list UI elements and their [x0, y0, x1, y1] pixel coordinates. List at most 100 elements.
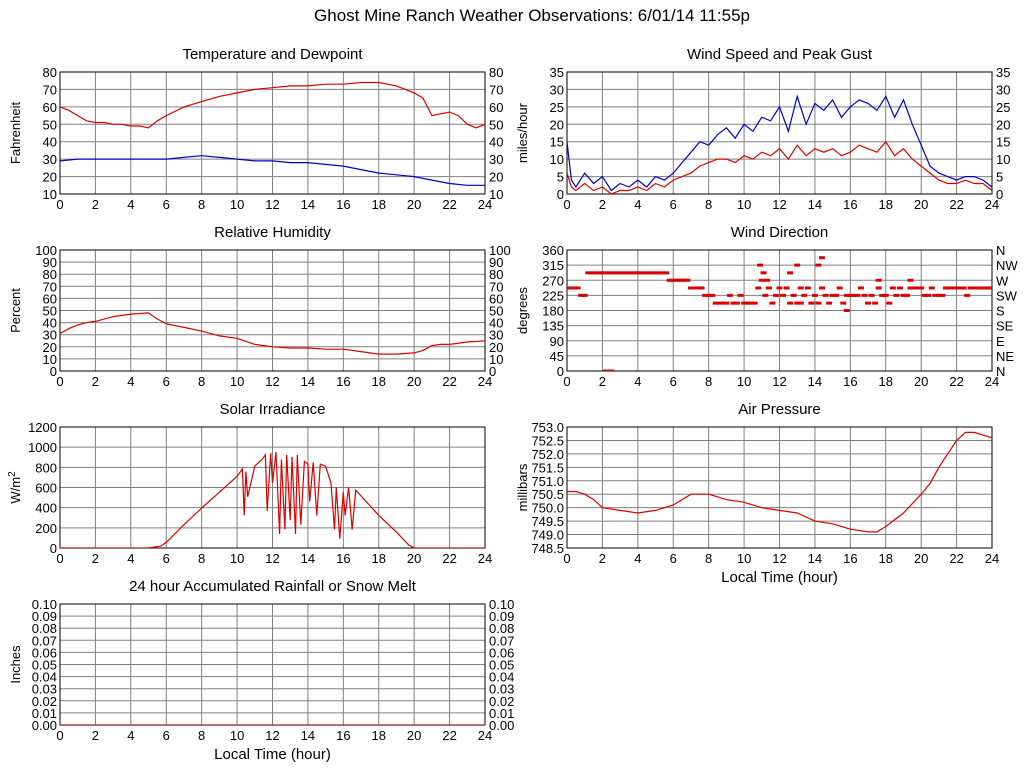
wind-direction-series-0 [567, 256, 992, 371]
wind-direction-point [875, 278, 882, 282]
wind-direction-point [783, 286, 790, 290]
wind-direction-point [787, 301, 794, 305]
pressure-y-tick-label: 752.5 [531, 433, 564, 448]
wind-direction-point [971, 286, 978, 290]
wind-direction-point [953, 286, 960, 290]
pressure-x-tick-label: 0 [563, 551, 570, 566]
wind-direction-point [811, 293, 818, 297]
wind-direction-point [950, 286, 957, 290]
rainfall-right-tick-label: 0.01 [489, 706, 514, 721]
wind-direction-point [886, 301, 893, 305]
wind-direction-point [921, 293, 928, 297]
wind-direction-point [889, 286, 896, 290]
wind-direction-point [907, 286, 914, 290]
temperature-x-tick-label: 14 [301, 197, 315, 212]
wind-direction-point [649, 271, 655, 275]
wind-direction-point [882, 293, 889, 297]
wind-direction-right-tick-label: SE [996, 319, 1014, 334]
wind-speed-title: Wind Speed and Peak Gust [687, 46, 873, 63]
wind-direction-point [719, 301, 726, 305]
wind-direction-point [787, 271, 794, 275]
rainfall-x-tick-label: 22 [442, 728, 456, 743]
pressure-x-axis-label: Local Time (hour) [721, 569, 838, 586]
wind-direction-point [918, 286, 925, 290]
pressure-y-tick-label: 749.0 [531, 528, 564, 543]
wind-direction-point [769, 301, 776, 305]
wind-direction-right-tick-label: NW [996, 258, 1018, 273]
wind-direction-point [804, 286, 811, 290]
temperature-chart: 0 2 4 6 8 10 12 14 16 18 20 22 241020304050607080102… [8, 46, 503, 212]
wind-speed-y-tick-label: 15 [550, 135, 564, 150]
wind-direction-x-tick-label: 16 [843, 374, 857, 389]
pressure-x-tick-label: 24 [985, 551, 999, 566]
humidity-x-tick-label: 2 [92, 374, 99, 389]
wind-direction-point [691, 286, 698, 290]
rainfall-title: 24 hour Accumulated Rainfall or Snow Mel… [129, 578, 417, 595]
wind-direction-point [797, 301, 804, 305]
wind-direction-y-tick-label: 135 [542, 319, 564, 334]
humidity-right-tick-label: 60 [489, 291, 503, 306]
solar-x-tick-label: 16 [336, 551, 350, 566]
solar-y-tick-label: 1000 [28, 440, 57, 455]
wind-direction-y-tick-label: 0 [557, 364, 564, 379]
rainfall-y-tick-label: 0.08 [32, 621, 57, 636]
rainfall-right-tick-label: 0.07 [489, 633, 514, 648]
humidity-y-tick-label: 20 [43, 340, 57, 355]
wind-direction-point [663, 271, 670, 275]
wind-direction-point [758, 278, 765, 282]
humidity-x-tick-label: 10 [230, 374, 244, 389]
wind-direction-point [850, 293, 857, 297]
wind-speed-x-tick-label: 16 [843, 197, 857, 212]
rainfall-x-tick-label: 0 [56, 728, 63, 743]
wind-direction-point [765, 286, 772, 290]
wind-direction-point [673, 278, 680, 282]
solar-x-tick-label: 18 [372, 551, 386, 566]
wind-direction-point [928, 286, 935, 290]
wind-direction-right-tick-label: E [996, 334, 1005, 349]
wind-direction-point [567, 286, 574, 290]
rainfall-x-tick-label: 4 [127, 728, 134, 743]
wind-direction-y-axis-label: degrees [515, 287, 530, 334]
pressure-y-tick-label: 752.0 [531, 447, 564, 462]
humidity-y-tick-label: 90 [43, 255, 57, 270]
temperature-y-axis-label: Fahrenheit [8, 102, 23, 165]
rainfall-y-tick-label: 0.00 [32, 718, 57, 733]
solar-x-tick-label: 20 [407, 551, 421, 566]
wind-speed-chart: 0 2 4 6 8 10 12 14 16 18 20 22 240510152025303505101… [515, 46, 1010, 212]
rainfall-x-tick-label: 6 [163, 728, 170, 743]
wind-direction-point [723, 301, 730, 305]
wind-direction-point [939, 293, 946, 297]
solar-frame [59, 426, 486, 549]
wind-direction-point [808, 301, 815, 305]
wind-direction-x-tick-label: 24 [985, 374, 999, 389]
solar-y-tick-label: 600 [35, 481, 57, 496]
wind-direction-point [641, 271, 648, 275]
wind-direction-point [631, 271, 638, 275]
solar-x-tick-label: 4 [127, 551, 134, 566]
temperature-x-tick-label: 20 [407, 197, 421, 212]
wind-direction-point [588, 271, 595, 275]
wind-direction-point [967, 286, 974, 290]
wind-direction-y-tick-label: 45 [550, 349, 564, 364]
pressure-y-tick-label: 751.0 [531, 474, 564, 489]
wind-direction-point [712, 301, 719, 305]
wind-direction-point [751, 301, 758, 305]
pressure-x-tick-label: 12 [772, 551, 786, 566]
wind-direction-x-tick-label: 22 [949, 374, 963, 389]
wind-speed-y-tick-label: 20 [550, 117, 564, 132]
humidity-y-tick-label: 50 [43, 304, 57, 319]
pressure-y-tick-label: 748.5 [531, 541, 564, 556]
wind-speed-y-axis-label: miles/hour [515, 102, 530, 163]
pressure-x-tick-label: 8 [705, 551, 712, 566]
wind-direction-point [755, 286, 762, 290]
wind-direction-point [757, 263, 764, 267]
solar-title: Solar Irradiance [220, 401, 326, 418]
wind-direction-point [726, 293, 733, 297]
temperature-series-line-1 [60, 155, 485, 186]
rainfall-y-axis-label: Inches [8, 645, 23, 684]
wind-speed-y-tick-label: 25 [550, 100, 564, 115]
wind-direction-point [705, 293, 712, 297]
rainfall-right-tick-label: 0.09 [489, 609, 514, 624]
wind-direction-point [744, 301, 751, 305]
wind-direction-chart: 0 2 4 6 8 10 12 14 16 18 20 22 240459013518022527031… [515, 224, 1018, 389]
